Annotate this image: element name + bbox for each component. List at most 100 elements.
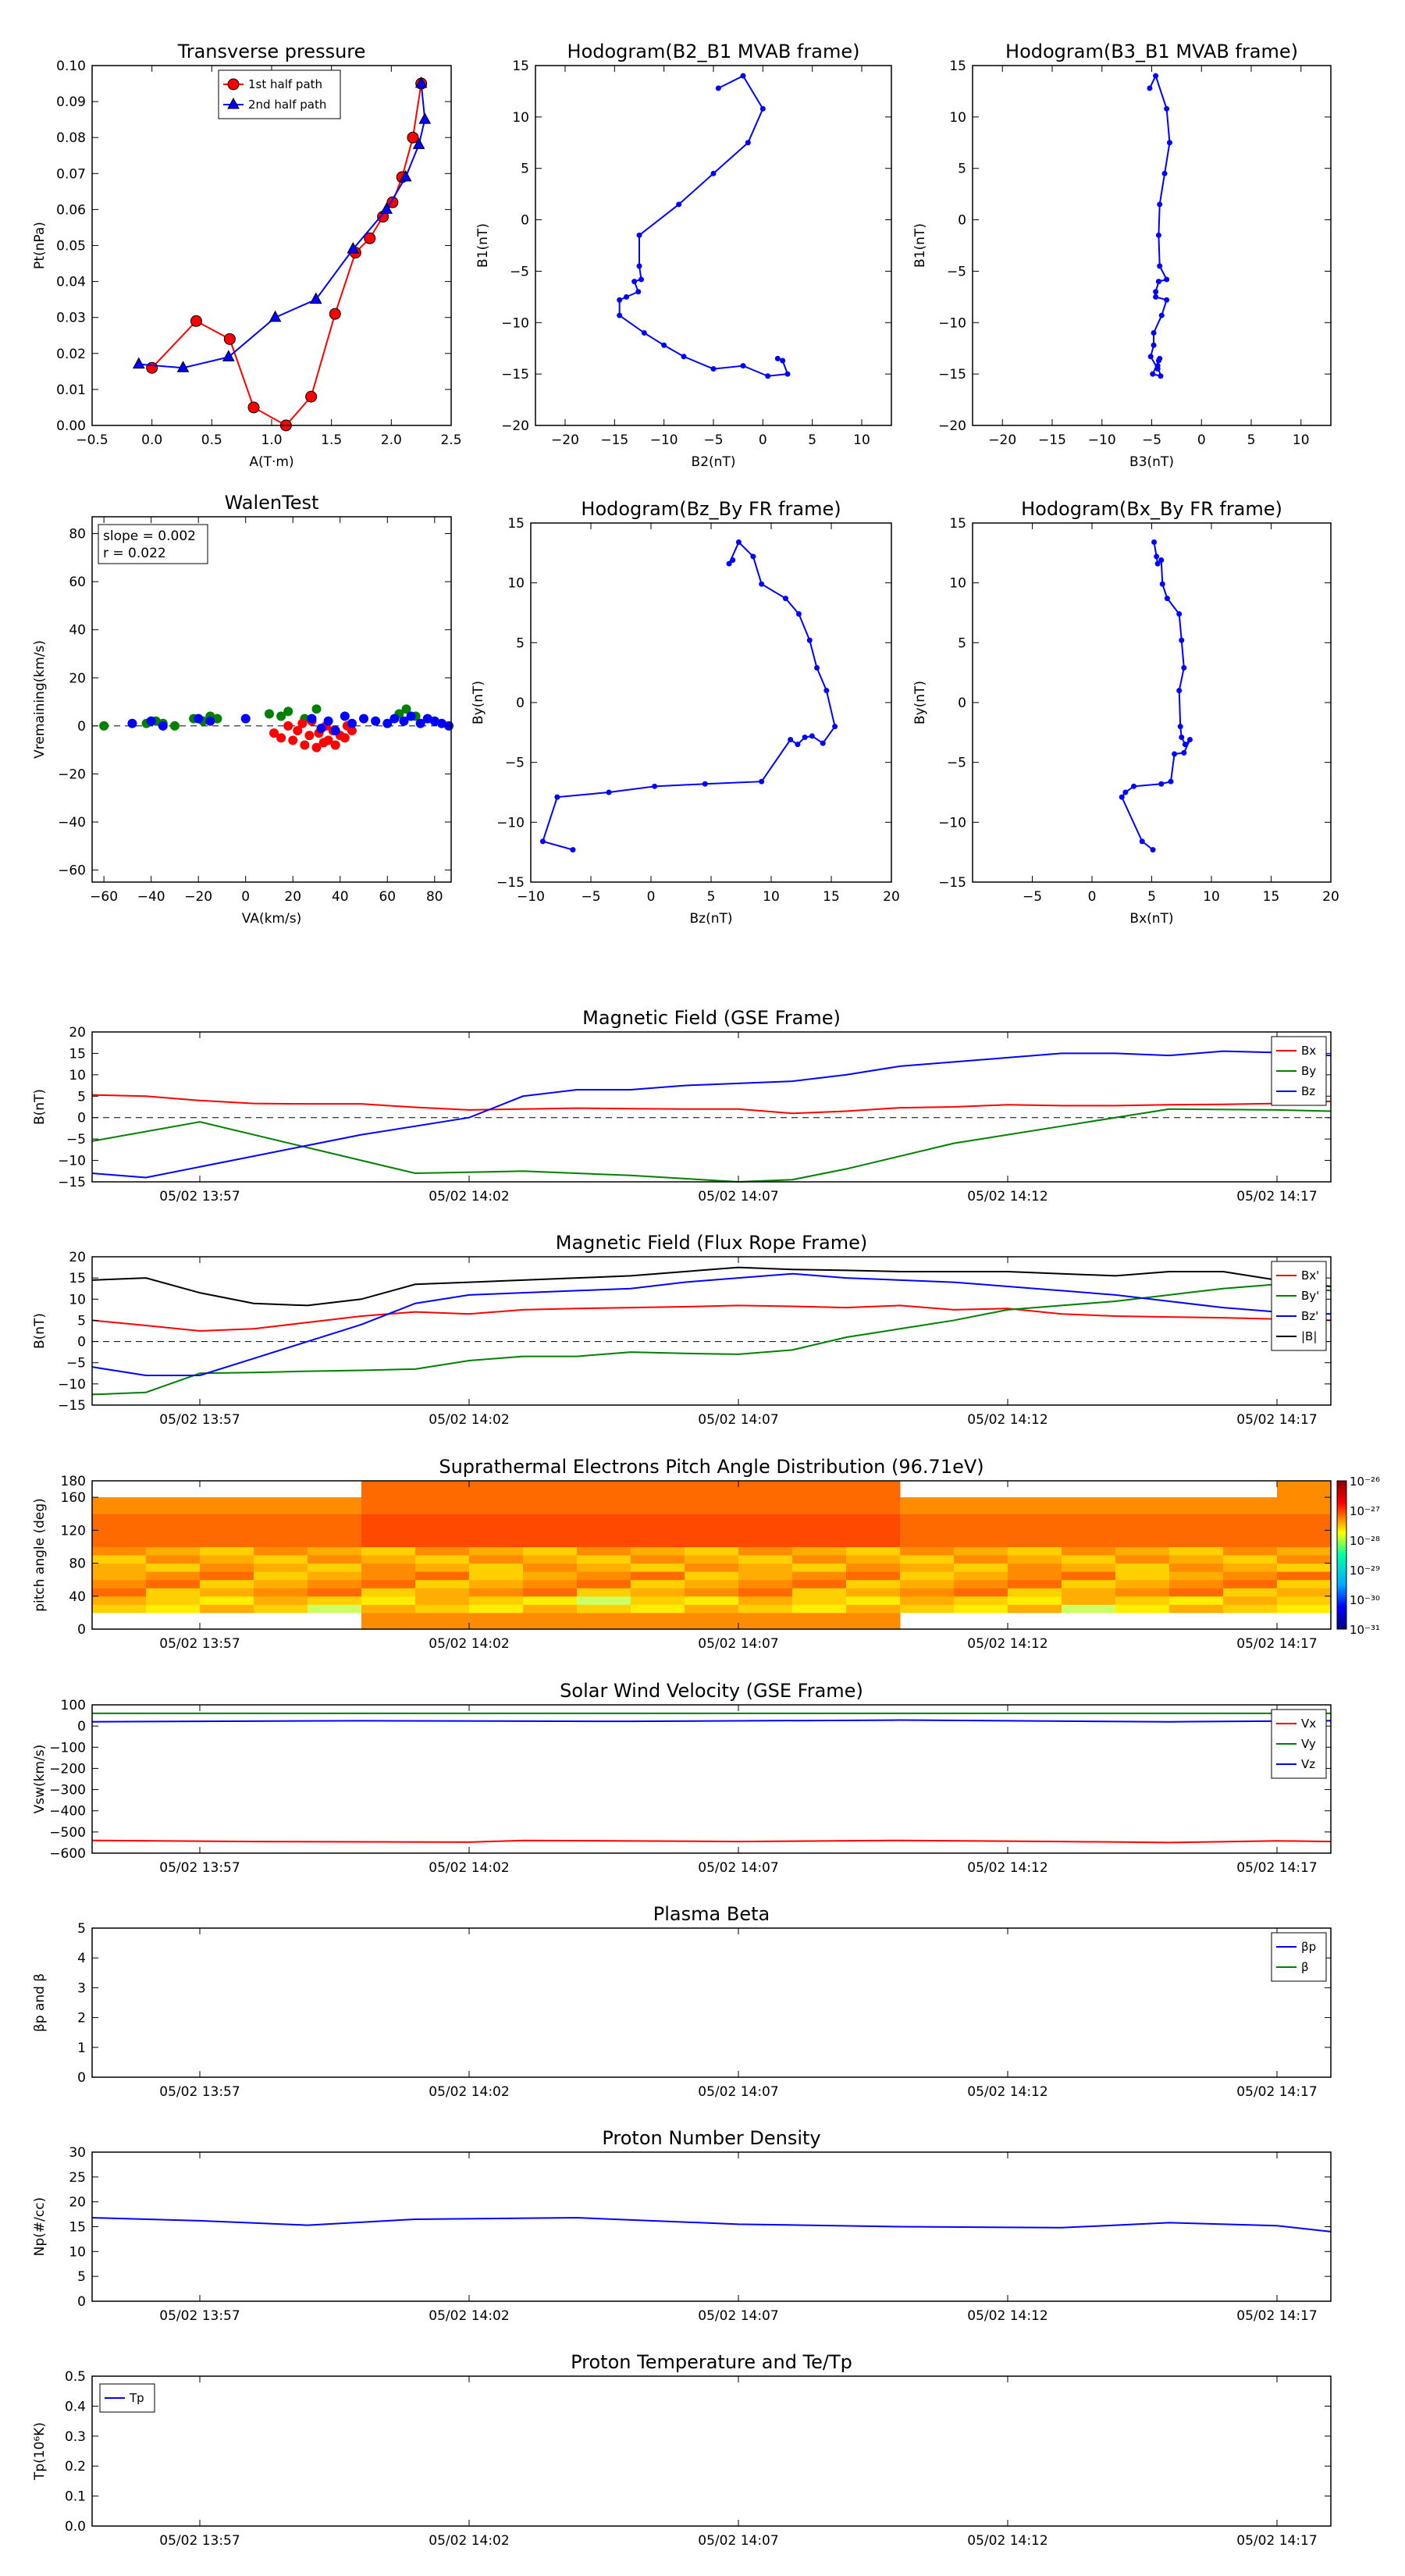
heatmap-cell <box>792 1621 847 1630</box>
heatmap-cell <box>1062 1521 1116 1531</box>
heatmap-cell <box>1223 1596 1278 1605</box>
data-point <box>570 847 576 853</box>
data-point <box>617 297 623 303</box>
heatmap-cell <box>1115 1497 1170 1507</box>
heatmap-cell <box>1277 1489 1332 1498</box>
stats-annotation: slope = 0.002 r = 0.022 <box>98 524 208 564</box>
data-point <box>132 357 145 369</box>
heatmap-cell <box>523 1481 578 1490</box>
y-tick-label: 25 <box>69 2170 86 2186</box>
legend-label: Tp <box>129 2391 144 2405</box>
heatmap-cell <box>1008 1530 1062 1539</box>
x-tick-label: 5 <box>808 432 816 448</box>
heatmap-cell <box>1008 1521 1062 1531</box>
heatmap-cell <box>1169 1538 1224 1547</box>
data-point <box>1147 354 1154 360</box>
heatmap-cell <box>415 1596 470 1605</box>
heatmap-cell <box>631 1563 685 1572</box>
colorbar-gradient <box>1336 1480 1347 1630</box>
x-tick-label: −5 <box>703 432 723 448</box>
heatmap-cell <box>469 1579 524 1589</box>
data-point <box>750 553 756 560</box>
chart-title: WalenTest <box>225 492 319 514</box>
heatmap-cell <box>954 1497 1008 1507</box>
series-line <box>91 1304 1332 1332</box>
data-point <box>617 312 623 318</box>
heatmap-cell <box>1008 1571 1062 1581</box>
heatmap-cell <box>1115 1521 1170 1531</box>
heatmap-cell <box>792 1505 847 1514</box>
x-tick-label: −5 <box>581 889 600 905</box>
x-tick-label: 05/02 14:02 <box>429 2308 509 2324</box>
data-point <box>406 711 416 721</box>
heatmap-cell <box>954 1514 1008 1523</box>
heatmap-cell <box>254 1538 308 1547</box>
x-tick-label: 10 <box>1203 889 1220 905</box>
x-tick-label: 05/02 14:07 <box>698 1636 778 1652</box>
data-point <box>1158 781 1165 787</box>
heatmap-cell <box>254 1604 308 1614</box>
data-point <box>340 733 350 743</box>
heatmap-cell <box>361 1612 416 1621</box>
y-tick-label: 0 <box>77 1622 86 1638</box>
y-axis-label: Pt(nPa) <box>32 222 48 269</box>
chart-title: Magnetic Field (Flux Rope Frame) <box>556 1232 867 1254</box>
series-line <box>91 1272 1332 1376</box>
x-tick-label: 05/02 14:17 <box>1236 2084 1317 2100</box>
heatmap-cell <box>415 1563 470 1572</box>
x-tick-label: 05/02 14:02 <box>429 1636 509 1652</box>
heatmap-cell <box>846 1579 901 1589</box>
heatmap-cell <box>738 1612 793 1621</box>
data-point <box>283 706 293 717</box>
x-tick-label: −10 <box>650 432 678 448</box>
data-point <box>795 611 802 617</box>
data-point <box>1131 783 1137 789</box>
heatmap-cell <box>1223 1538 1278 1547</box>
data-point <box>1151 539 1158 546</box>
y-tick-label: 10 <box>512 110 529 126</box>
y-axis-label: pitch angle (deg) <box>32 1498 48 1612</box>
heatmap-cell <box>1277 1538 1332 1547</box>
y-tick-label: 15 <box>512 59 529 74</box>
heatmap-cell <box>361 1571 416 1581</box>
plot-frame <box>91 1256 1332 1406</box>
x-tick-label: 05/02 14:02 <box>429 2084 509 2100</box>
heatmap-cell <box>631 1596 685 1605</box>
heatmap-cell <box>685 1514 739 1523</box>
heatmap-cell <box>1277 1514 1332 1523</box>
x-tick-label: 0 <box>647 889 656 905</box>
x-tick-label: 05/02 14:02 <box>429 2533 509 2549</box>
y-tick-label: −15 <box>938 367 966 382</box>
y-tick-label: 0.4 <box>65 2399 86 2414</box>
heatmap-cell <box>577 1538 631 1547</box>
data-point <box>784 371 791 377</box>
series-line <box>91 1839 1332 1844</box>
legend-label: Bx' <box>1301 1268 1319 1283</box>
heatmap-cell <box>523 1555 578 1564</box>
heatmap-cell <box>1115 1514 1170 1523</box>
y-tick-label: 80 <box>69 1557 86 1572</box>
data-point <box>1161 170 1168 176</box>
data-point <box>1151 342 1157 348</box>
data-point <box>276 733 286 743</box>
data-point <box>1177 724 1183 730</box>
heatmap-cell <box>738 1596 793 1605</box>
data-point <box>795 742 801 748</box>
heatmap-cell <box>577 1571 631 1581</box>
heatmap-cell <box>631 1530 685 1539</box>
heatmap-cell <box>685 1621 739 1630</box>
heatmap-cell <box>954 1604 1008 1614</box>
data-point <box>227 78 240 91</box>
data-point <box>765 373 771 379</box>
x-tick-label: 05/02 14:12 <box>967 1412 1048 1428</box>
y-tick-label: −20 <box>938 418 966 434</box>
legend-label: Bz <box>1301 1084 1315 1098</box>
series-line <box>91 1266 1332 1307</box>
heatmap-cell <box>146 1555 201 1564</box>
heatmap-cell <box>308 1588 362 1597</box>
y-tick-label: 160 <box>61 1490 86 1506</box>
x-tick-label: 0 <box>1197 432 1206 448</box>
heatmap-cell <box>1223 1604 1278 1614</box>
x-tick-label: 20 <box>1322 889 1339 905</box>
chart-title: Solar Wind Velocity (GSE Frame) <box>560 1680 863 1702</box>
